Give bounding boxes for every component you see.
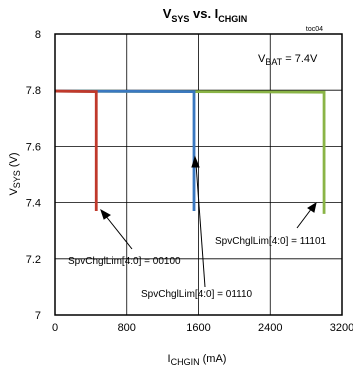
arrow-00100 <box>105 215 132 249</box>
x-tick-label: 800 <box>118 322 136 334</box>
y-tick-label: 7.6 <box>26 141 41 153</box>
y-axis-label: VSYS (V) <box>8 152 22 195</box>
y-tick-label: 7.4 <box>26 198 41 210</box>
series-line-1 <box>55 91 194 211</box>
y-tick-label: 7 <box>35 310 41 322</box>
arrow-01110 <box>196 164 205 287</box>
condition-label: VBAT = 7.4V <box>258 53 318 67</box>
annotation-01110: SpvChglLim[4:0] = 01110 <box>141 289 253 300</box>
x-tick-label: 1600 <box>186 322 210 334</box>
figure-code: toc04 <box>306 26 323 33</box>
chart-title: VSYS vs. ICHGIN <box>163 6 248 24</box>
annotation-00100: SpvChglLim[4:0] = 00100 <box>68 256 181 267</box>
x-tick-label: 3200 <box>330 322 353 334</box>
arrowhead-11101 <box>308 203 316 212</box>
series-line-0 <box>55 91 96 211</box>
x-tick-label: 2400 <box>258 322 282 334</box>
y-tick-label: 7.8 <box>26 85 41 97</box>
x-axis-label: ICHGIN (mA) <box>168 353 227 367</box>
gridlines <box>55 34 342 315</box>
annotation-arrows <box>101 157 316 287</box>
y-tick-label: 8 <box>35 29 41 41</box>
arrowhead-00100 <box>101 210 110 219</box>
series-lines <box>55 91 324 214</box>
arrow-11101 <box>297 208 312 228</box>
x-tick-label: 0 <box>52 322 58 334</box>
annotation-11101: SpvChglLim[4:0] = 11101 <box>215 236 327 247</box>
y-tick-label: 7.2 <box>26 254 41 266</box>
